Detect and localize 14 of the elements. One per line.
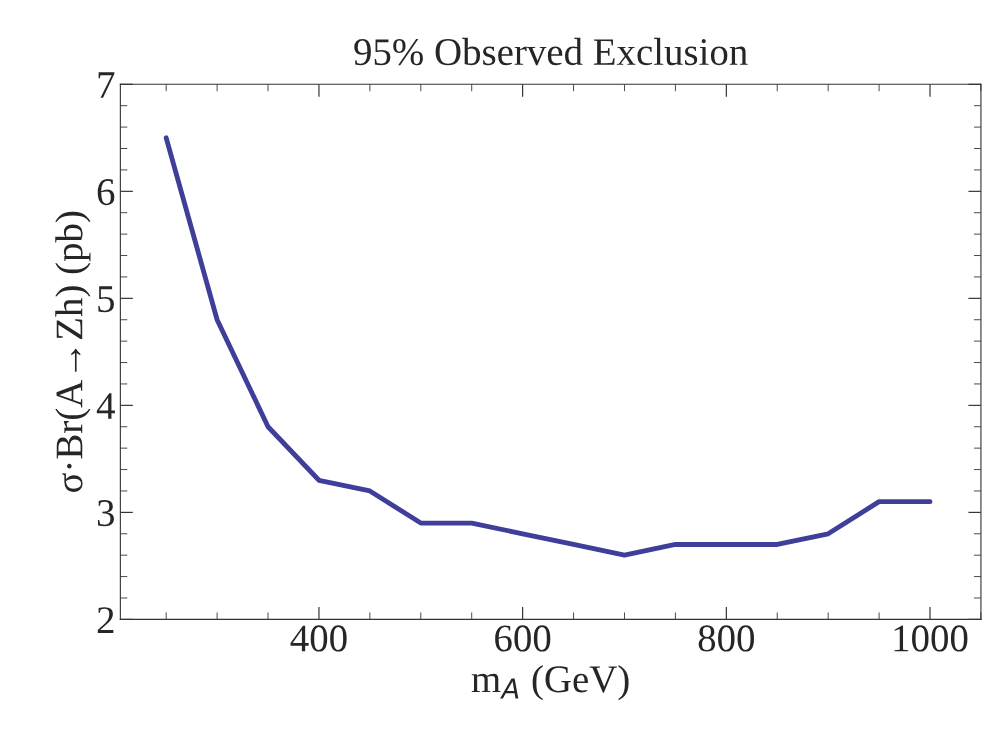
line-series bbox=[163, 135, 933, 558]
y-axis-title: σ·Br(A→Zh) (pb) bbox=[55, 211, 91, 493]
y-tick-label: 3 bbox=[97, 500, 114, 527]
chart-title: 95% Observed Exclusion bbox=[354, 37, 748, 66]
y-tick-label: 2 bbox=[97, 607, 114, 633]
y-tick-label: 6 bbox=[97, 179, 115, 206]
x-tick-label: 800 bbox=[698, 625, 755, 652]
y-tick-label: 4 bbox=[96, 393, 115, 419]
x-axis-title: m$_{A}$ (GeV) bbox=[471, 665, 629, 701]
x-tick-label: 400 bbox=[290, 625, 347, 652]
x-tick-label: 600 bbox=[495, 625, 551, 652]
y-tick-label: 5 bbox=[98, 286, 114, 313]
y-tick-label: 7 bbox=[98, 72, 115, 98]
x-tick-label: 1000 bbox=[894, 625, 968, 652]
